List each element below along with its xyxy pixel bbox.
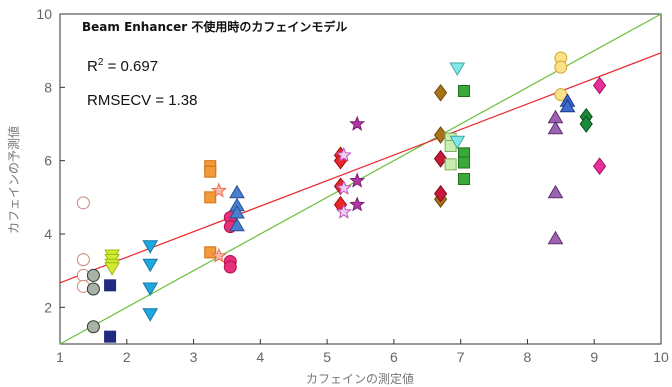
triangle-up-data-point [547,184,564,199]
square-data-point [204,191,217,204]
diamond-data-point [592,76,607,95]
circle-data-point [86,268,100,282]
x-tick-label: 1 [56,349,64,365]
square-data-point [444,158,457,171]
square-data-point [458,156,471,169]
x-tick-label: 8 [524,349,532,365]
triangle-up-data-point [559,98,576,113]
data-points [76,51,607,343]
circle-data-point [76,196,90,210]
square-data-point [458,173,471,185]
star-data-point [210,182,227,198]
diamond-data-point [592,157,607,176]
circle-data-point [86,282,100,296]
x-axis-label: カフェインの測定値 [306,371,414,386]
x-tick-label: 9 [590,349,598,365]
triangle-up-data-point [547,120,564,135]
y-tick-label: 6 [44,153,52,169]
x-tick-label: 2 [123,349,131,365]
diamond-data-point [579,115,593,133]
circle-data-point [554,60,568,74]
triangle-down-data-point [449,135,466,150]
star-data-point [349,115,366,131]
square-data-point [104,330,117,343]
triangle-down-data-point [142,308,159,322]
y-axis-label: カフェインの予測値 [6,126,21,234]
triangle-down-data-point [142,282,159,296]
y-axis: 2 4 6 8 10 [36,6,65,315]
x-axis: 1 2 3 4 5 6 7 8 9 10 [56,339,669,365]
triangle-down-data-point [449,62,466,76]
triangle-down-data-point [142,258,159,273]
x-tick-label: 4 [256,349,264,365]
x-tick-label: 10 [653,349,669,365]
y-tick-label: 2 [44,299,52,315]
diamond-data-point [433,149,448,168]
rmsecv-annotation: RMSECV = 1.38 [87,92,197,109]
circle-data-point [223,260,237,274]
x-tick-label: 3 [190,349,198,365]
star-data-point [210,247,227,263]
chart-title: Beam Enhancer 不使用時のカフェインモデル [82,19,347,34]
circle-data-point [86,320,100,334]
y-tick-label: 4 [44,226,52,242]
x-tick-label: 6 [390,349,398,365]
square-data-point [204,246,217,259]
triangle-down-data-point [104,262,120,276]
star-data-point [335,146,352,162]
y-tick-label: 8 [44,79,52,95]
diamond-data-point [433,126,448,144]
triangle-up-data-point [229,217,245,232]
square-data-point [204,165,217,178]
square-data-point [104,279,117,292]
square-data-point [458,85,471,97]
star-data-point [349,172,366,188]
circle-data-point [76,253,90,267]
star-data-point [335,179,352,195]
star-data-point [349,196,366,212]
diamond-data-point [433,184,448,203]
x-tick-label: 5 [323,349,331,365]
star-data-point [335,203,352,219]
triangle-up-data-point [547,230,564,245]
y-tick-label: 10 [36,6,52,22]
r2-annotation: R2 = 0.697 [87,57,158,75]
triangle-down-data-point [142,240,159,254]
diamond-data-point [433,83,448,102]
x-tick-label: 7 [457,349,465,365]
